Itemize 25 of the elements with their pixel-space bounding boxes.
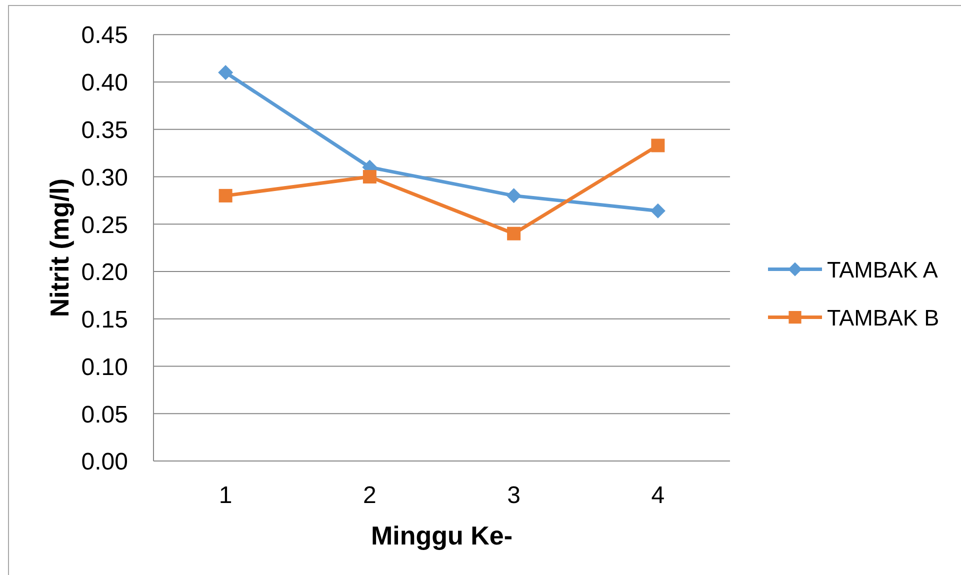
legend-label: TAMBAK B [827, 305, 940, 330]
y-tick-label: 0.05 [81, 401, 128, 428]
x-tick-label: 3 [507, 482, 520, 509]
point [218, 188, 232, 202]
point [507, 226, 521, 240]
x-axis-title: Minggu Ke- [370, 520, 513, 550]
y-tick-label: 0.00 [81, 448, 128, 476]
y-tick-label: 0.15 [81, 306, 128, 334]
y-tick-label: 0.25 [81, 212, 128, 239]
y-tick-label: 0.10 [81, 354, 128, 381]
x-tick-label: 1 [218, 482, 232, 509]
y-axis-title: Nitrit (mg/l) [44, 178, 74, 318]
y-tick-label: 0.20 [81, 259, 128, 286]
point [506, 188, 522, 204]
y-tick-label: 0.45 [81, 22, 128, 50]
y-tick-label: 0.30 [81, 164, 128, 192]
point [362, 170, 376, 184]
point [218, 65, 234, 80]
y-tick-label: 0.40 [81, 70, 128, 97]
y-tick-label: 0.35 [81, 116, 128, 144]
x-tick-label: 4 [651, 482, 665, 509]
point [650, 203, 666, 218]
point [651, 138, 665, 152]
x-tick-label: 2 [363, 482, 376, 509]
legend-label: TAMBAK A [827, 257, 938, 282]
